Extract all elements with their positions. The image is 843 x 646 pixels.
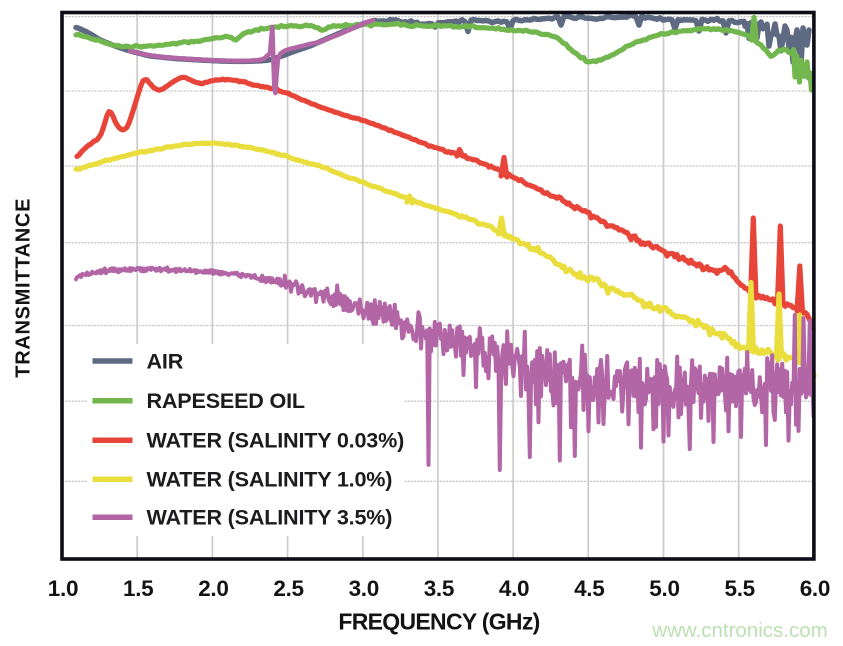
svg-text:5.0: 5.0	[649, 576, 679, 601]
svg-text:4.0: 4.0	[499, 576, 529, 601]
svg-text:WATER (SALINITY 1.0%): WATER (SALINITY 1.0%)	[147, 467, 393, 492]
svg-text:4.5: 4.5	[574, 576, 604, 601]
svg-text:www.cntronics.com: www.cntronics.com	[651, 619, 827, 642]
svg-text:3.0: 3.0	[349, 576, 379, 601]
svg-text:RAPESEED OIL: RAPESEED OIL	[147, 388, 305, 413]
svg-text:3.5: 3.5	[424, 576, 454, 601]
svg-text:1.5: 1.5	[123, 576, 153, 601]
svg-text:2.5: 2.5	[273, 576, 303, 601]
svg-text:AIR: AIR	[147, 348, 184, 373]
svg-text:6.0: 6.0	[800, 576, 830, 601]
svg-text:FREQUENCY (GHz): FREQUENCY (GHz)	[338, 609, 539, 635]
svg-text:2.0: 2.0	[198, 576, 228, 601]
svg-text:5.5: 5.5	[725, 576, 755, 601]
svg-text:1.0: 1.0	[48, 576, 78, 601]
svg-text:WATER (SALINITY 3.5%): WATER (SALINITY 3.5%)	[147, 505, 393, 530]
svg-text:WATER (SALINITY 0.03%): WATER (SALINITY 0.03%)	[147, 428, 405, 453]
svg-text:TRANSMITTANCE: TRANSMITTANCE	[13, 198, 35, 378]
